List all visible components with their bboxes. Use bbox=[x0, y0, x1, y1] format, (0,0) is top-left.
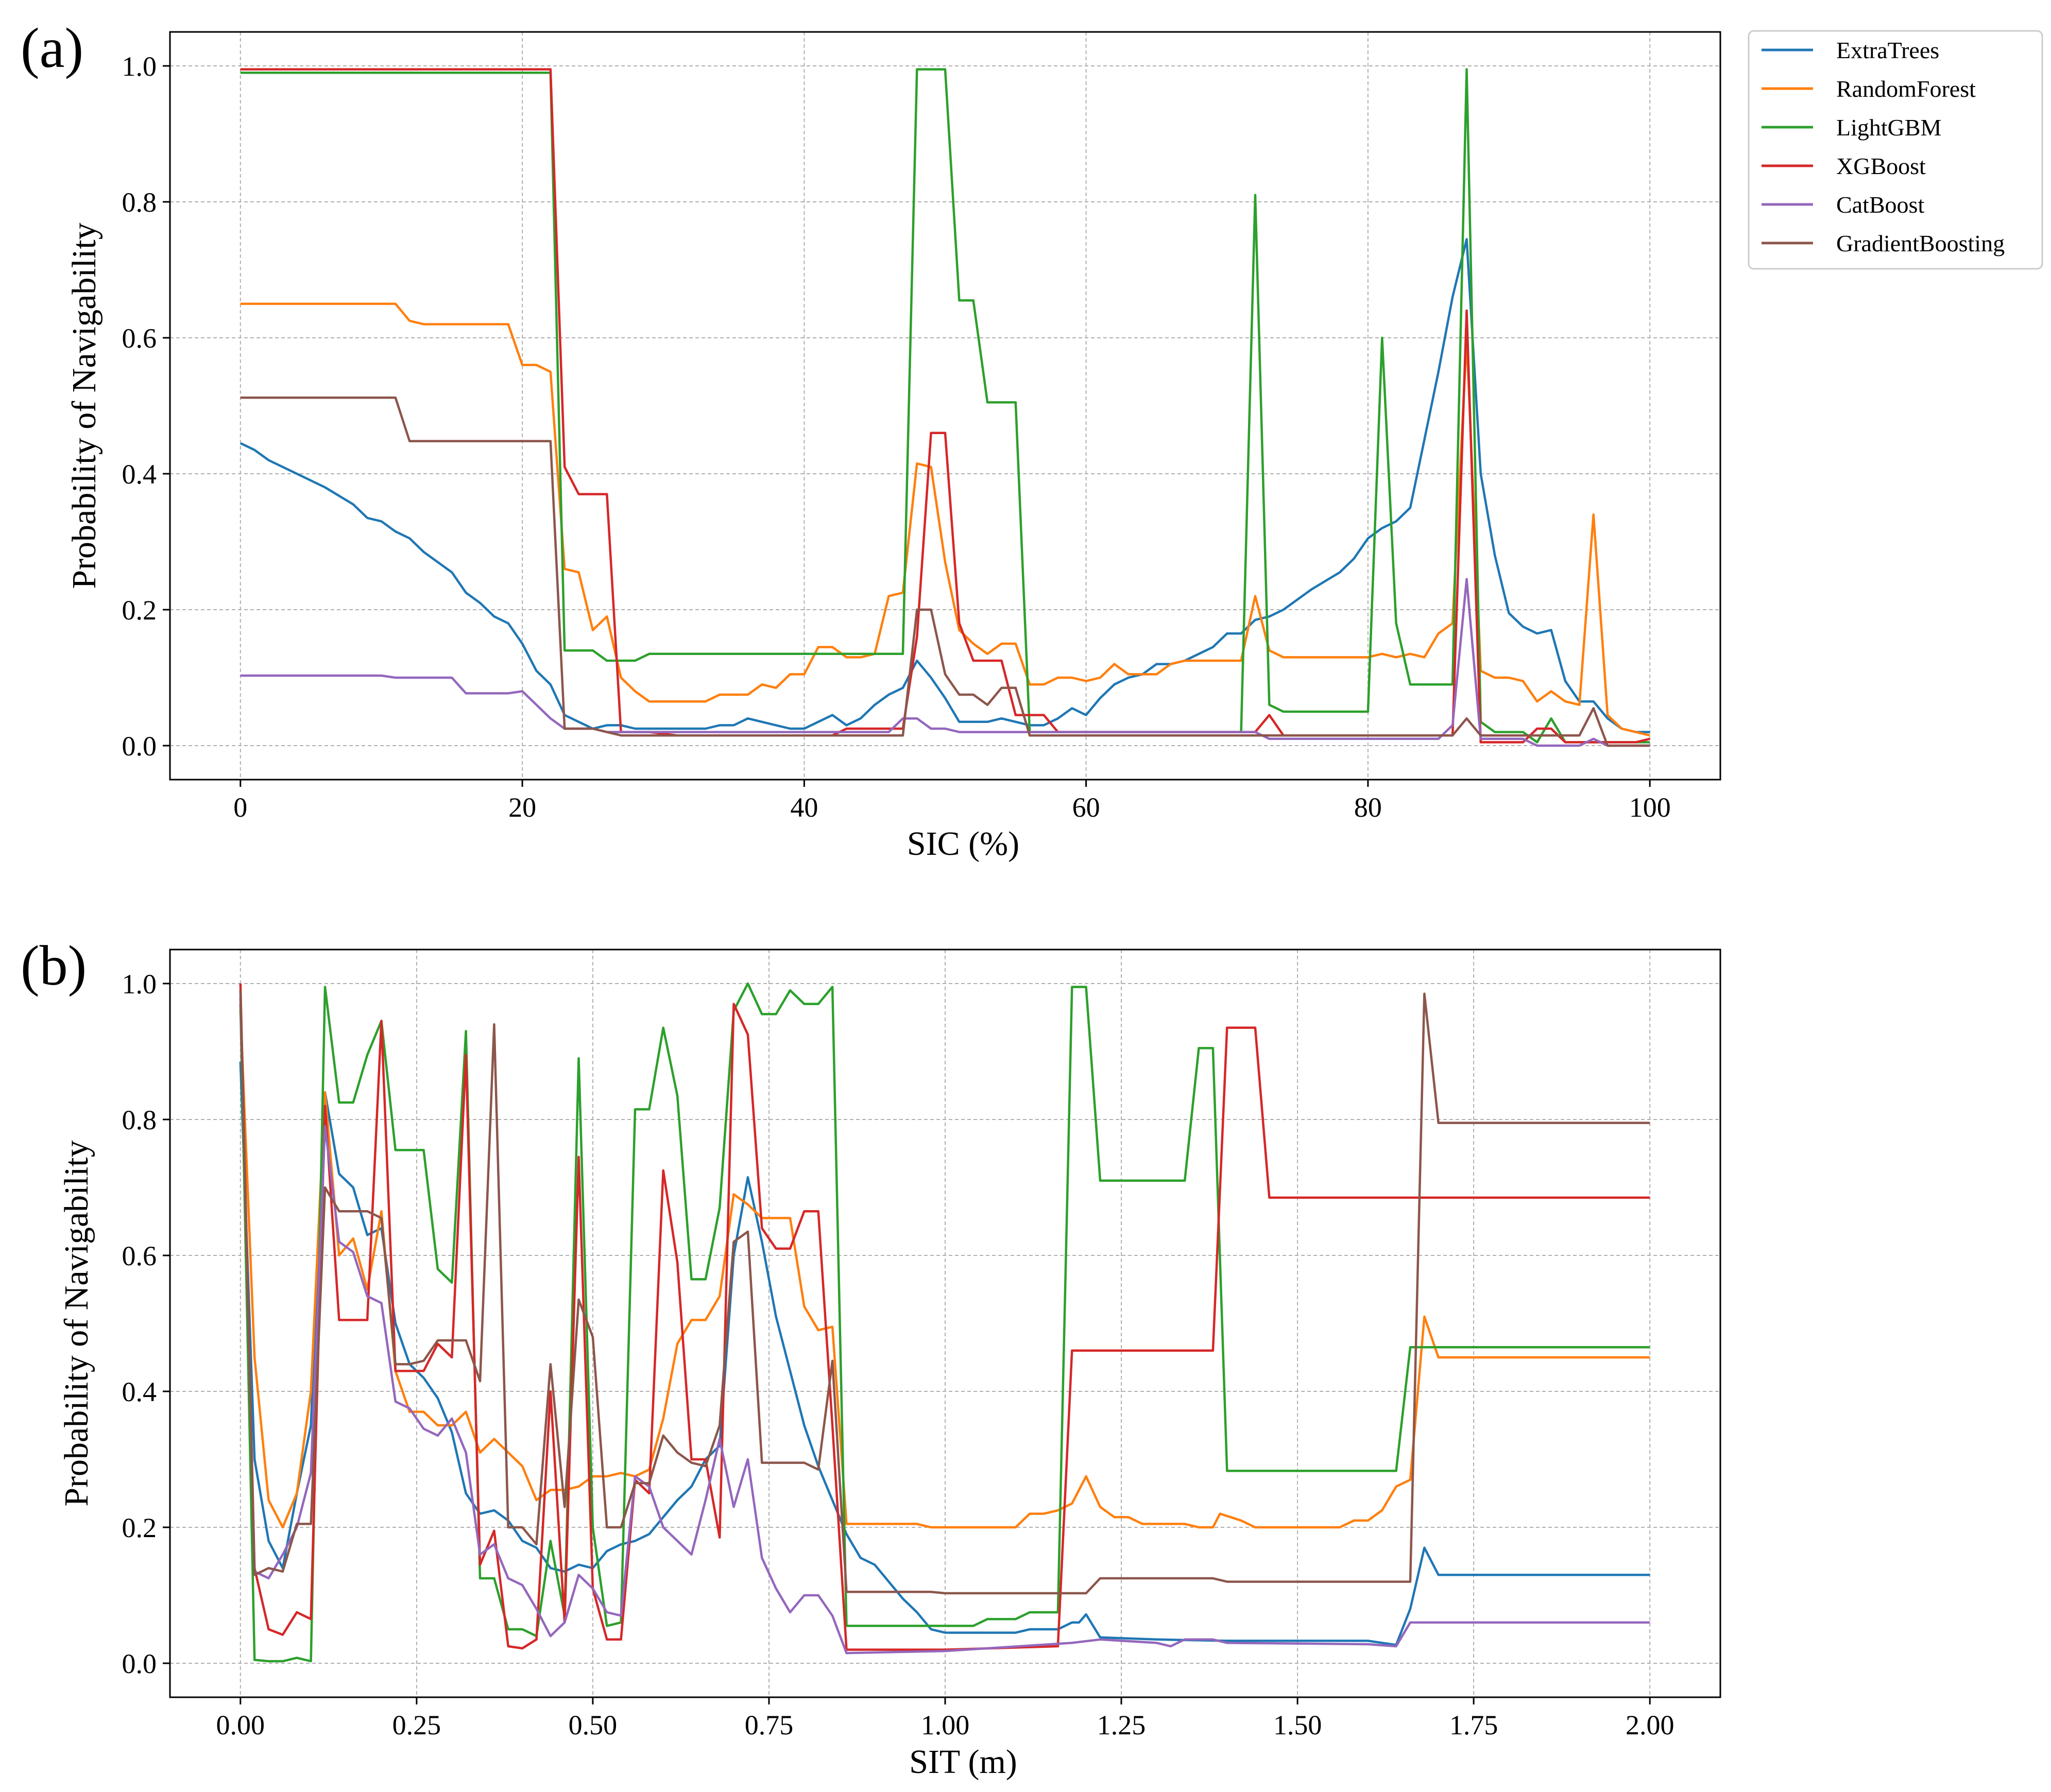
y-tick-label-b: 0.0 bbox=[122, 1648, 157, 1679]
x-tick-label-b: 0.00 bbox=[216, 1710, 265, 1741]
y-tick-label-a: 0.4 bbox=[122, 459, 157, 490]
x-tick-label-a: 0 bbox=[233, 792, 247, 823]
y-tick-label-a: 0.8 bbox=[122, 187, 157, 218]
x-tick-label-b: 0.75 bbox=[745, 1710, 794, 1741]
y-tick-label-b: 0.6 bbox=[122, 1240, 157, 1271]
y-tick-label-a: 0.6 bbox=[122, 323, 157, 354]
x-tick-label-a: 40 bbox=[790, 792, 818, 823]
x-tick-label-b: 1.75 bbox=[1449, 1710, 1498, 1741]
x-tick-label-a: 20 bbox=[508, 792, 536, 823]
legend-label-randomforest: RandomForest bbox=[1836, 76, 1976, 102]
panel-label-a: (a) bbox=[21, 16, 83, 79]
y-tick-label-b: 0.8 bbox=[122, 1105, 157, 1135]
series-line-lightgbm-b bbox=[239, 982, 1650, 1663]
legend-label-gradientboosting: GradientBoosting bbox=[1836, 230, 2005, 256]
legend-label-catboost: CatBoost bbox=[1836, 192, 1924, 218]
x-tick-label-b: 0.25 bbox=[392, 1710, 441, 1741]
x-tick-label-b: 1.25 bbox=[1097, 1710, 1146, 1741]
series-line-catboost-b bbox=[239, 997, 1650, 1655]
y-tick-label-a: 0.0 bbox=[122, 731, 157, 762]
legend-label-xgboost: XGBoost bbox=[1836, 153, 1926, 179]
series-line-gradientboosting-a bbox=[240, 396, 1650, 747]
series-line-lightgbm-a bbox=[240, 68, 1650, 744]
legend-label-lightgbm: LightGBM bbox=[1836, 114, 1941, 141]
y-tick-label-b: 0.4 bbox=[122, 1376, 157, 1407]
panel-label-b: (b) bbox=[21, 934, 87, 997]
plot-frame-a bbox=[169, 31, 1721, 781]
series-line-gradientboosting-b bbox=[239, 990, 1650, 1595]
panel-b: 0.00 0.25 0.50 0.75 1.00 1.25 1.50 1.75 2.00 0.0 0… bbox=[21, 934, 1721, 1781]
x-tick-label-b: 1.00 bbox=[921, 1710, 970, 1741]
y-tick-label-b: 1.0 bbox=[122, 969, 157, 1000]
y-axis-label-b: Probability of Navigability bbox=[58, 1140, 95, 1506]
x-axis-label-b: SIT (m) bbox=[909, 1743, 1017, 1781]
panel-a: 0 20 40 60 80 100 0.0 0.2 0.4 0.6 0.8 1.0 (a) SIC (… bbox=[21, 16, 1721, 863]
series-line-extratrees-a bbox=[240, 238, 1650, 733]
x-tick-label-a: 100 bbox=[1629, 792, 1671, 823]
x-tick-label-b: 1.50 bbox=[1273, 1710, 1322, 1741]
legend: ExtraTrees RandomForest LightGBM XGBoost Cat… bbox=[1748, 30, 2043, 270]
y-tick-label-b: 0.2 bbox=[122, 1512, 157, 1543]
legend-frame bbox=[1748, 30, 2043, 270]
x-tick-label-b: 2.00 bbox=[1626, 1710, 1674, 1741]
y-axis-label-a: Probability of Navigability bbox=[65, 222, 103, 589]
y-tick-label-a: 0.2 bbox=[122, 595, 157, 626]
x-tick-label-b: 0.50 bbox=[569, 1710, 618, 1741]
x-axis-label-a: SIC (%) bbox=[907, 825, 1019, 863]
series-line-xgboost-b bbox=[239, 983, 1650, 1651]
x-tick-label-a: 80 bbox=[1354, 792, 1382, 823]
series-line-catboost-a bbox=[240, 578, 1650, 747]
y-tick-label-a: 1.0 bbox=[122, 51, 157, 82]
x-tick-label-a: 60 bbox=[1072, 792, 1100, 823]
legend-label-extratrees: ExtraTrees bbox=[1836, 37, 1939, 63]
